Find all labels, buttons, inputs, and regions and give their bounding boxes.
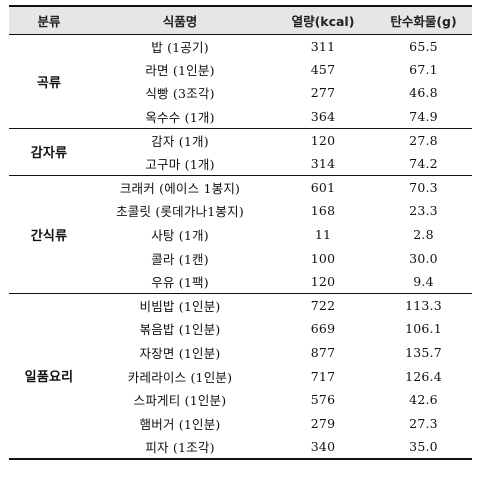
calories-cell: 877	[310, 345, 336, 361]
calories-cell: 100	[310, 250, 336, 266]
table-row: 스파게티 (1인분) 576 42.6	[9, 388, 472, 412]
carbohydrate-cell: 126.4	[405, 368, 442, 384]
carbohydrate-cell: 42.6	[409, 392, 438, 408]
calories-cell: 717	[310, 368, 336, 384]
carbohydrate-cell: 46.8	[409, 85, 438, 101]
category-group: 감자류 감자 (1개) 120 27.8 고구마 (1개) 314 74.2	[9, 128, 472, 176]
food-name-cell: 콜라 (1캔)	[151, 251, 209, 267]
food-name-cell: 초콜릿 (롯데가나1봉지)	[116, 204, 244, 220]
food-name-cell: 스파게티 (1인분)	[133, 393, 227, 409]
calories-cell: 340	[310, 438, 336, 454]
header-category: 분류	[37, 13, 61, 29]
table-row: 라면 (1인분) 457 67.1	[9, 58, 472, 82]
category-group: 간식류 크래커 (에이스 1봉지) 601 70.3 초콜릿 (롯데가나1봉지) 168 2…	[9, 176, 472, 294]
calories-cell: 457	[310, 61, 336, 77]
carbohydrate-cell: 27.8	[409, 132, 438, 148]
header-carbohydrates: 탄수화물(g)	[390, 13, 457, 29]
food-name-cell: 카레라이스 (1인분)	[127, 369, 233, 385]
table-row: 햄버거 (1인분) 279 27.3	[9, 412, 472, 436]
table-row: 옥수수 (1개) 364 74.9	[9, 105, 472, 129]
carbohydrate-cell: 70.3	[409, 180, 438, 196]
food-name-cell: 자장면 (1인분)	[139, 346, 221, 362]
food-name-cell: 비빔밥 (1인분)	[139, 299, 221, 315]
table-row: 식빵 (3조각) 277 46.8	[9, 81, 472, 105]
table-row: 우유 (1팩) 120 9.4	[9, 270, 472, 294]
table-row: 사탕 (1개) 11 2.8	[9, 223, 472, 247]
carbohydrate-cell: 27.3	[409, 415, 438, 431]
food-name-cell: 볶음밥 (1인분)	[139, 322, 221, 338]
category-cell: 감자류	[30, 146, 68, 162]
calories-cell: 311	[310, 38, 336, 54]
food-name-cell: 감자 (1개)	[151, 133, 209, 149]
food-name-cell: 사탕 (1개)	[151, 228, 209, 244]
calories-cell: 168	[310, 203, 336, 219]
food-name-cell: 우유 (1팩)	[151, 274, 209, 290]
carbohydrate-cell: 135.7	[405, 345, 442, 361]
food-name-cell: 옥수수 (1개)	[145, 109, 215, 125]
food-name-cell: 식빵 (3조각)	[145, 86, 215, 102]
table-row: 곡류 밥 (1공기) 311 65.5	[9, 34, 472, 91]
calories-cell: 576	[310, 392, 336, 408]
carbohydrate-cell: 23.3	[409, 203, 438, 219]
table-row: 콜라 (1캔) 100 30.0	[9, 246, 472, 270]
table-row: 카레라이스 (1인분) 717 126.4	[9, 364, 472, 388]
carbohydrate-cell: 74.2	[409, 156, 438, 172]
header-food-name: 식품명	[162, 13, 198, 29]
food-name-cell: 햄버거 (1인분)	[139, 416, 221, 432]
carbohydrate-cell: 30.0	[409, 250, 438, 266]
calories-cell: 364	[310, 108, 336, 124]
table-row: 감자류 감자 (1개) 120 27.8	[9, 128, 472, 162]
calories-cell: 11	[314, 227, 332, 243]
header-row: 분류 식품명 열량(kcal) 탄수화물(g)	[9, 6, 472, 34]
table-row: 볶음밥 (1인분) 669 106.1	[9, 317, 472, 341]
carbohydrate-cell: 2.8	[413, 227, 434, 243]
category-cell: 곡류	[36, 75, 62, 91]
table-row: 자장면 (1인분) 877 135.7	[9, 341, 472, 365]
category-cell: 일품요리	[24, 370, 74, 386]
food-nutrition-table: 분류 식품명 열량(kcal) 탄수화물(g) 곡류 밥 (1공기) 311 65.5…	[9, 5, 472, 460]
calories-cell: 120	[310, 132, 336, 148]
calories-cell: 277	[310, 85, 336, 101]
carbohydrate-cell: 35.0	[409, 438, 438, 454]
table-row: 피자 (1조각) 340 35.0	[9, 435, 472, 459]
category-group: 곡류 밥 (1공기) 311 65.5 라면 (1인분) 457 67.1 식빵 (3조각) 2…	[9, 34, 472, 129]
food-name-cell: 라면 (1인분)	[145, 62, 215, 78]
food-nutrition-table-container: 분류 식품명 열량(kcal) 탄수화물(g) 곡류 밥 (1공기) 311 65.5…	[9, 5, 472, 460]
food-name-cell: 피자 (1조각)	[145, 439, 215, 455]
table-row: 일품요리 비빔밥 (1인분) 722 113.3	[9, 294, 472, 385]
carbohydrate-cell: 9.4	[413, 273, 434, 289]
carbohydrate-cell: 113.3	[405, 298, 442, 314]
calories-cell: 314	[310, 156, 336, 172]
table-header: 분류 식품명 열량(kcal) 탄수화물(g)	[9, 6, 472, 34]
table-row: 고구마 (1개) 314 74.2	[9, 152, 472, 176]
food-name-cell: 크래커 (에이스 1봉지)	[119, 181, 241, 197]
food-name-cell: 밥 (1공기)	[151, 39, 209, 55]
carbohydrate-cell: 67.1	[409, 61, 438, 77]
table-row: 간식류 크래커 (에이스 1봉지) 601 70.3	[9, 176, 472, 244]
carbohydrate-cell: 106.1	[405, 321, 442, 337]
calories-cell: 279	[310, 415, 336, 431]
calories-cell: 601	[310, 180, 336, 196]
carbohydrate-cell: 65.5	[409, 38, 438, 54]
carbohydrate-cell: 74.9	[409, 108, 438, 124]
table-row: 초콜릿 (롯데가나1봉지) 168 23.3	[9, 199, 472, 223]
calories-cell: 722	[310, 298, 336, 314]
header-calories: 열량(kcal)	[291, 13, 355, 29]
category-group: 일품요리 비빔밥 (1인분) 722 113.3 볶음밥 (1인분) 669 106.1 자장…	[9, 294, 472, 459]
calories-cell: 120	[310, 273, 336, 289]
category-cell: 간식류	[30, 229, 68, 245]
calories-cell: 669	[310, 321, 336, 337]
food-name-cell: 고구마 (1개)	[145, 157, 215, 173]
